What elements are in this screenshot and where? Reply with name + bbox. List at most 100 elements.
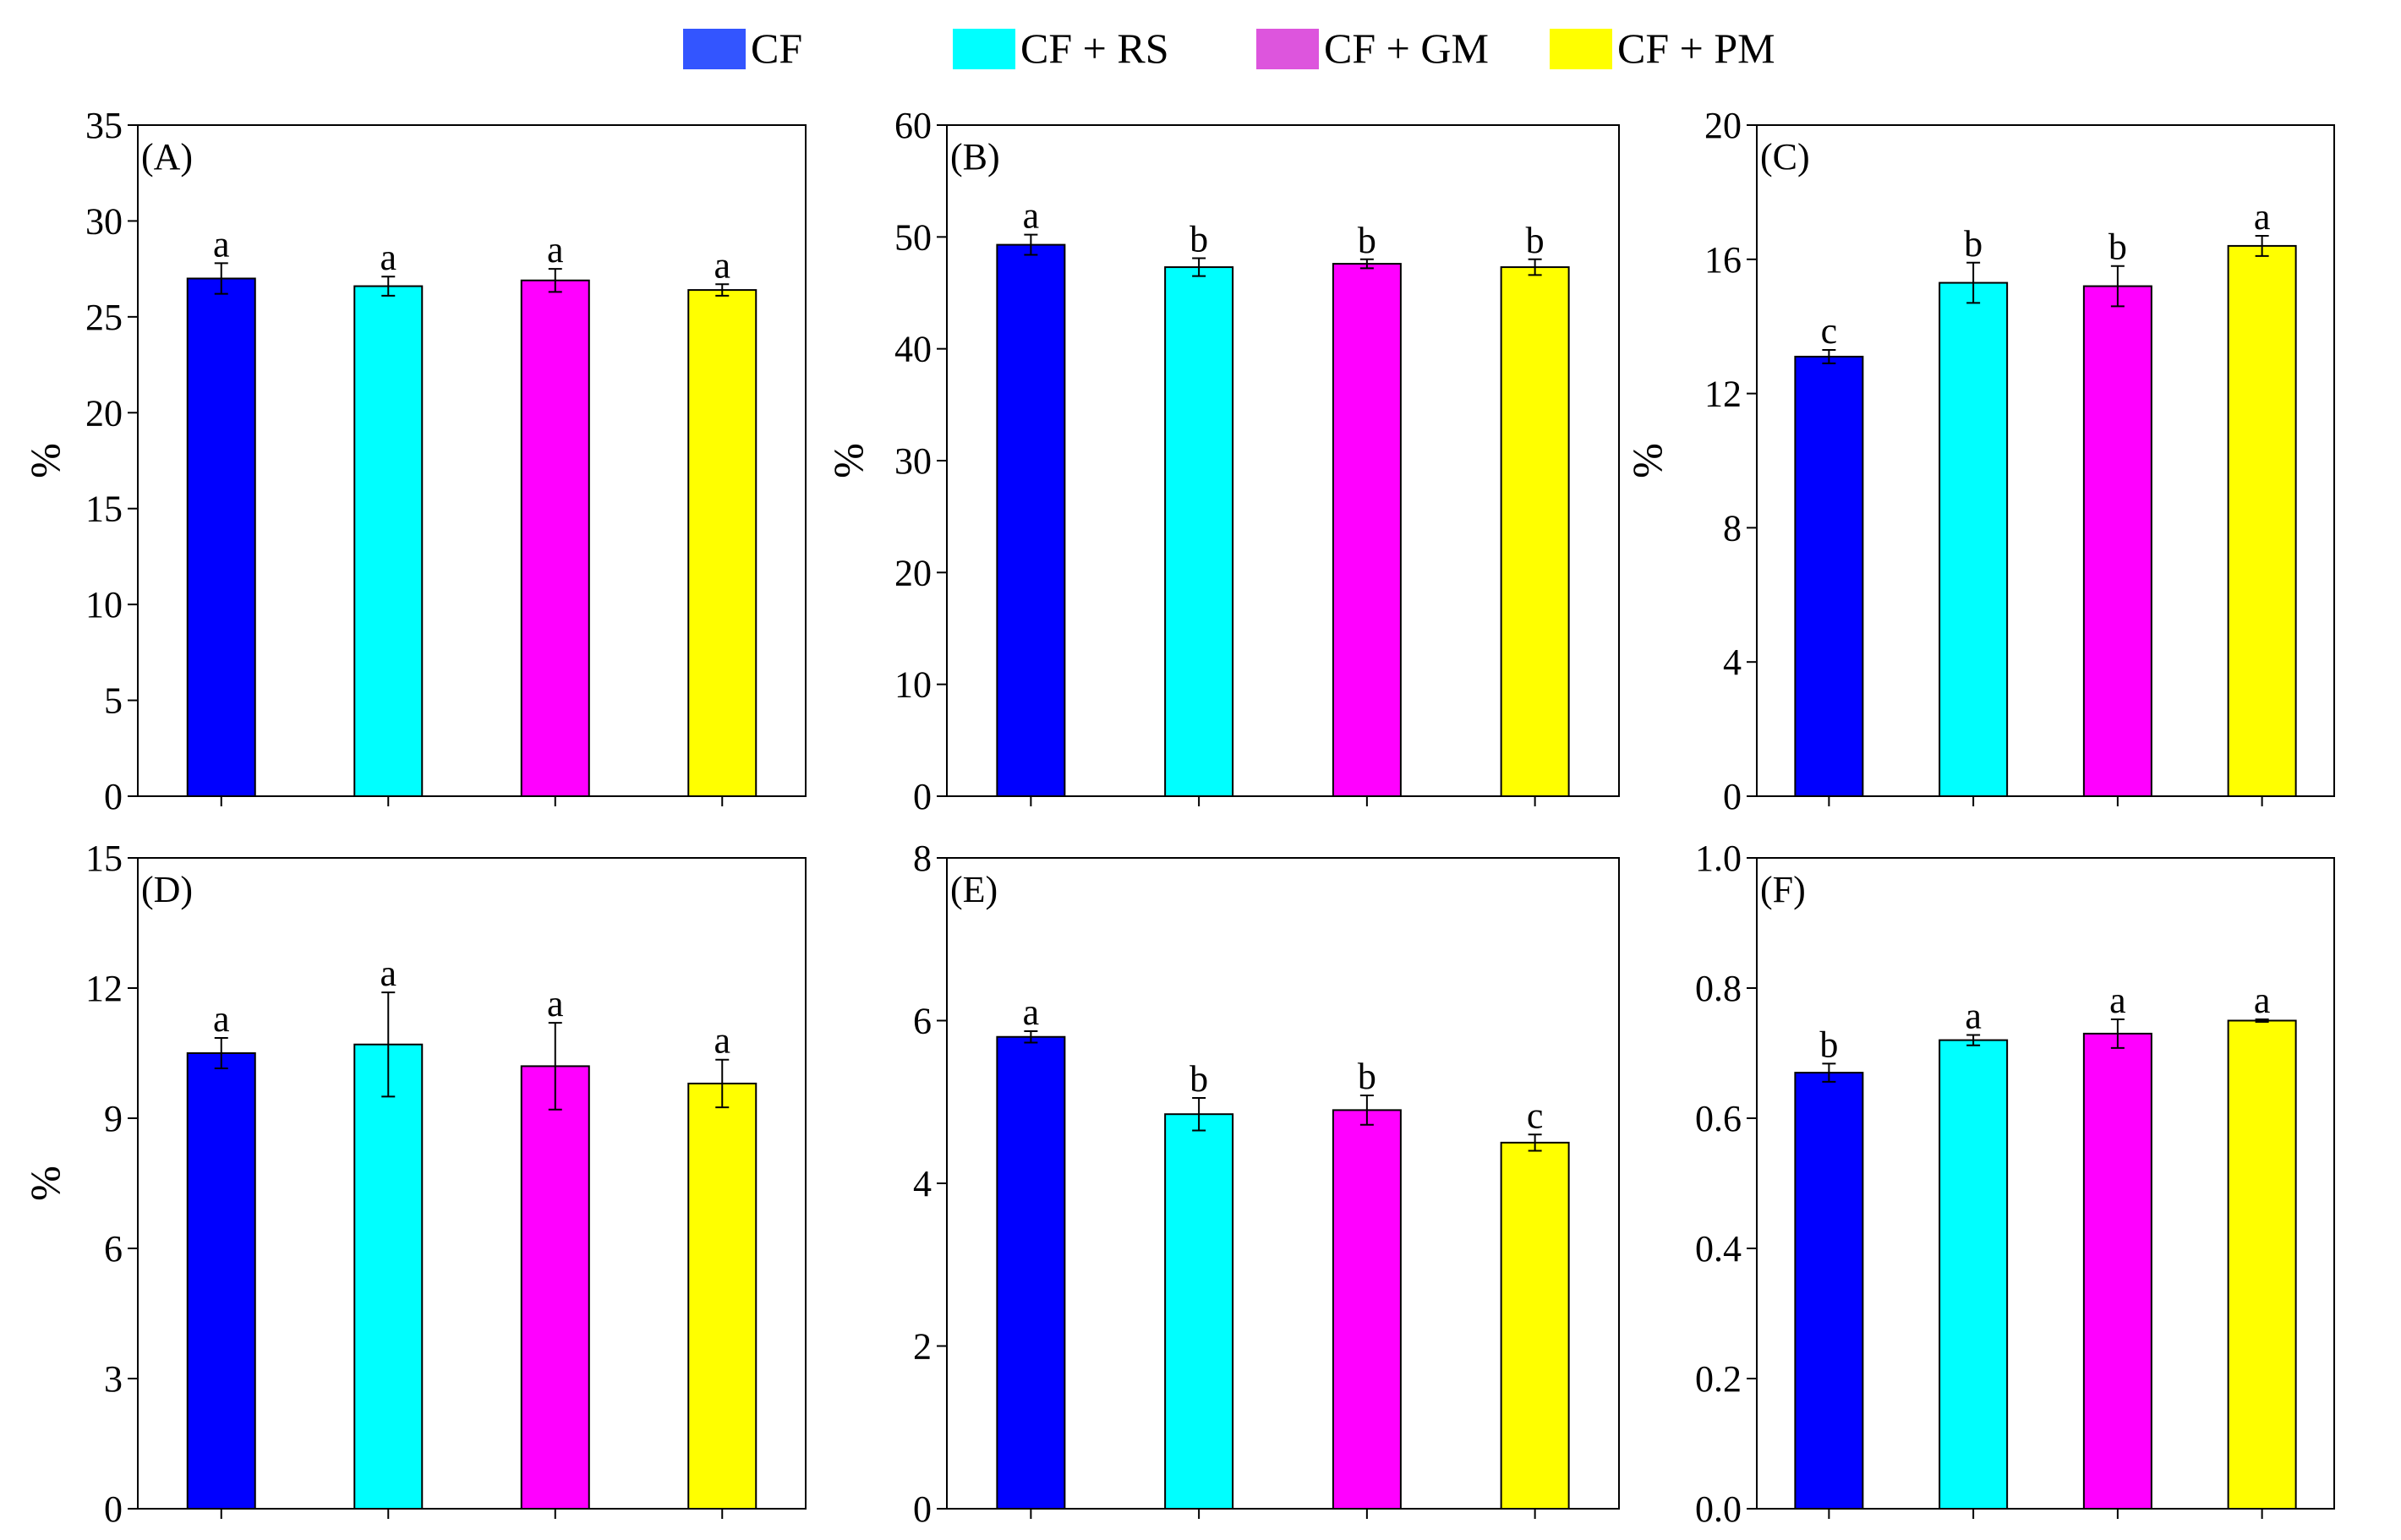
error-bar-cf [1024, 233, 1038, 256]
bar-cf-rs [1164, 266, 1234, 797]
y-tick-label: 0.8 [1695, 968, 1742, 1009]
bar-cf-pm [687, 289, 757, 797]
significance-letter-cf-rs: a [380, 237, 397, 278]
y-tick-label: 15 [85, 838, 123, 879]
bar-cf [186, 1052, 256, 1510]
chart-panel-c: 0 4 8 12 16 20% (C) c b b a [1623, 105, 2335, 817]
y-tick-label: 30 [85, 200, 123, 242]
legend-swatch-cf-gm [1256, 29, 1319, 69]
legend-label-cf-gm: CF + GM [1324, 25, 1489, 72]
significance-letter-cf-rs: b [1190, 218, 1208, 259]
bar-cf-gm [520, 279, 590, 797]
error-bar-cf-gm [548, 1022, 562, 1111]
bar-cf-gm [2082, 285, 2152, 797]
bar-cf-pm [687, 1082, 757, 1510]
legend-swatch-cf-pm [1550, 29, 1612, 69]
legend: CF CF + RS CF + GM CF + PM [683, 25, 1775, 72]
legend-label-cf-rs: CF + RS [1020, 25, 1169, 72]
error-bar-cf-rs [1966, 1034, 1981, 1046]
significance-letter-cf-gm: b [1358, 220, 1376, 261]
significance-letter-cf-gm: b [1358, 1056, 1376, 1097]
bar-cf-rs [353, 285, 424, 797]
bar-cf-rs [1939, 281, 2009, 797]
panel-label: (A) [141, 136, 193, 177]
significance-letter-cf-gm: b [2108, 227, 2127, 268]
legend-swatch-cf [683, 29, 746, 69]
error-bar-cf-gm [548, 268, 562, 293]
plot-frame [1756, 124, 2335, 797]
error-bar-cf-pm [715, 283, 730, 297]
error-bar-cf [1024, 1030, 1038, 1044]
y-tick-label: 12 [1704, 374, 1742, 415]
significance-letter-cf-pm: b [1526, 220, 1545, 261]
significance-letter-cf-gm: a [547, 229, 564, 270]
bar-cf [1794, 1072, 1864, 1510]
y-tick-label: 0 [913, 1488, 932, 1530]
y-tick-label: 0 [913, 776, 932, 817]
significance-letter-cf-pm: c [1527, 1095, 1544, 1136]
significance-letter-cf: a [1023, 195, 1040, 237]
significance-letter-cf: a [213, 223, 230, 265]
error-bar-cf-pm [715, 1058, 730, 1109]
bar-cf [996, 1035, 1066, 1510]
y-tick-label: 6 [913, 1001, 932, 1042]
chart-panel-b: 0 10 20 30 40 50 60% (B) a b b b [824, 105, 1620, 817]
bar-cf-gm [2082, 1032, 2152, 1510]
significance-letter-cf-rs: a [1965, 995, 1982, 1036]
legend-label-cf: CF [751, 25, 802, 72]
error-bar-cf-rs [1192, 1096, 1206, 1132]
significance-letter-cf-pm: a [2254, 980, 2271, 1021]
error-bar-cf-gm [2110, 1018, 2125, 1049]
error-bar-cf [1822, 348, 1836, 364]
error-bar-cf-pm [1528, 258, 1542, 276]
y-tick-label: 35 [85, 105, 123, 146]
y-axis-label: % [21, 443, 68, 478]
y-tick-label: 0.4 [1695, 1228, 1742, 1270]
chart-panel-d: 0 3 6 9 12 15% (D) a a a a [21, 838, 807, 1530]
y-tick-label: 10 [894, 664, 932, 706]
panel-label: (C) [1760, 136, 1810, 177]
y-tick-label: 9 [104, 1098, 123, 1139]
y-tick-label: 0.0 [1695, 1488, 1742, 1530]
y-tick-label: 60 [894, 105, 932, 146]
chart-panel-a: 0 5 10 15 20 25 30 35% (A) a a a a [21, 105, 807, 817]
error-bar-cf-rs [381, 991, 396, 1098]
y-tick-label: 5 [104, 680, 123, 722]
significance-letter-cf-rs: b [1964, 223, 1983, 265]
significance-letter-cf: a [213, 998, 230, 1040]
y-tick-label: 0 [1723, 776, 1742, 817]
chart-panel-e: 0 2 4 6 8 (E) a b b c [913, 838, 1620, 1530]
y-tick-label: 8 [1723, 507, 1742, 549]
error-bar-cf-rs [1966, 261, 1981, 304]
significance-letter-cf-gm: a [2109, 980, 2126, 1021]
panel-label: (F) [1760, 869, 1806, 910]
error-bar-cf [214, 1037, 228, 1069]
y-tick-label: 3 [104, 1358, 123, 1400]
bar-cf-gm [520, 1065, 590, 1510]
bar-cf-pm [1500, 266, 1570, 797]
bar-cf-pm [2227, 1019, 2297, 1510]
significance-letter-cf-rs: b [1190, 1058, 1208, 1100]
significance-letter-cf-pm: a [2254, 196, 2271, 238]
y-tick-label: 16 [1704, 239, 1742, 281]
error-bar-cf [214, 262, 228, 295]
bar-cf-rs [353, 1043, 424, 1510]
bar-cf [1794, 355, 1864, 797]
y-tick-label: 4 [1723, 642, 1742, 683]
error-bar-cf-gm [2110, 265, 2125, 308]
y-tick-label: 8 [913, 838, 932, 879]
y-axis-label: % [1623, 443, 1671, 478]
significance-letter-cf: c [1821, 310, 1838, 352]
bar-cf-rs [1939, 1039, 2009, 1510]
plot-frame [137, 857, 807, 1510]
bar-cf-gm [1332, 263, 1402, 797]
y-tick-label: 15 [85, 489, 123, 530]
error-bar-cf-pm [2255, 1018, 2269, 1024]
error-bar-cf-rs [1192, 257, 1206, 277]
chart-panel-f: 0.0 0.2 0.4 0.6 0.8 1.0 (F) b a a a [1695, 838, 2335, 1530]
panel-label: (B) [950, 136, 1000, 177]
bar-cf-pm [2227, 244, 2297, 798]
y-tick-label: 0.2 [1695, 1358, 1742, 1400]
error-bar-cf-pm [2255, 235, 2269, 257]
